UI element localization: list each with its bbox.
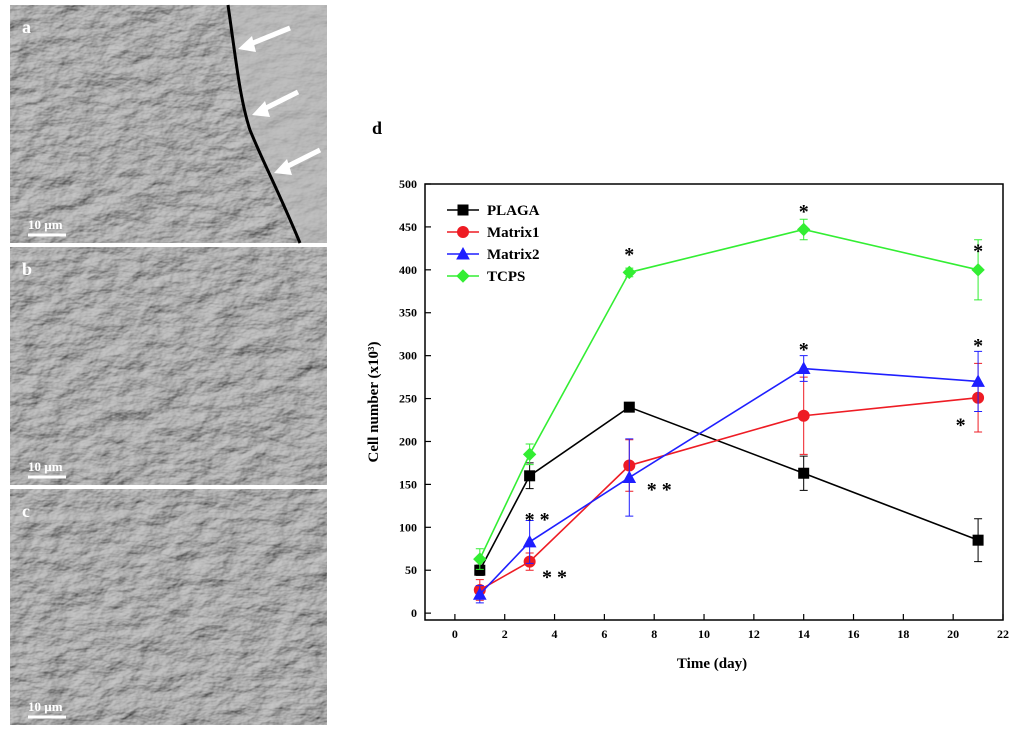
annotation: * [799, 201, 809, 223]
annotation: * * [542, 567, 567, 589]
marker [972, 264, 984, 276]
legend-marker [458, 205, 468, 215]
series-line [480, 229, 978, 559]
marker [799, 468, 809, 478]
y-tick-label: 400 [399, 263, 417, 277]
x-axis-title: Time (day) [677, 656, 747, 672]
x-tick-label: 8 [651, 627, 657, 641]
legend-marker [458, 227, 469, 238]
x-tick-label: 10 [698, 627, 710, 641]
y-tick-label: 100 [399, 520, 417, 534]
marker [525, 471, 535, 481]
panel-label: b [22, 259, 32, 279]
y-tick-label: 500 [399, 177, 417, 191]
marker [624, 402, 634, 412]
x-tick-label: 2 [502, 627, 508, 641]
sem-image-c [10, 489, 327, 725]
x-tick-label: 6 [601, 627, 607, 641]
series-line [480, 398, 978, 590]
legend-label: Matrix2 [487, 247, 539, 263]
legend-marker [457, 270, 469, 282]
legend-label: PLAGA [487, 203, 540, 219]
scale-label: 10 µm [28, 459, 63, 474]
series-line [480, 407, 978, 570]
legend-label: TCPS [487, 269, 525, 285]
annotation: * [973, 241, 983, 263]
sem-image-a [10, 5, 327, 243]
legend-label: Matrix1 [487, 225, 539, 241]
x-tick-label: 20 [947, 627, 959, 641]
marker [798, 410, 809, 421]
y-tick-label: 300 [399, 349, 417, 363]
annotation: * [624, 244, 634, 266]
panel-label: d [372, 118, 382, 138]
sem-image-b [10, 247, 327, 485]
annotation: * [956, 415, 966, 437]
marker [623, 266, 635, 278]
y-tick-label: 0 [411, 606, 417, 620]
x-tick-label: 4 [552, 627, 558, 641]
marker [623, 472, 635, 483]
y-tick-label: 200 [399, 434, 417, 448]
marker [798, 223, 810, 235]
y-tick-label: 250 [399, 392, 417, 406]
marker [973, 535, 983, 545]
y-tick-label: 450 [399, 220, 417, 234]
scale-label: 10 µm [28, 217, 63, 232]
x-tick-label: 16 [848, 627, 860, 641]
panel-label: c [22, 501, 30, 521]
x-tick-label: 14 [798, 627, 810, 641]
x-tick-label: 0 [452, 627, 458, 641]
x-tick-label: 18 [897, 627, 909, 641]
scale-label: 10 µm [28, 699, 63, 714]
y-tick-label: 350 [399, 306, 417, 320]
series-line [480, 369, 978, 595]
x-tick-label: 12 [748, 627, 760, 641]
marker [524, 448, 536, 460]
x-tick-label: 22 [997, 627, 1009, 641]
annotation: * [973, 335, 983, 357]
annotation: * * [525, 509, 550, 531]
y-axis-title: Cell number (x10³) [366, 342, 382, 463]
y-tick-label: 150 [399, 477, 417, 491]
figure: d Time (day) Cell number (x10³) a 10 µm b 1… [0, 0, 1021, 728]
annotation: * [799, 339, 809, 361]
annotation: * * [647, 479, 672, 501]
y-tick-label: 50 [405, 563, 417, 577]
marker [798, 363, 810, 374]
marker [524, 536, 536, 547]
panel-label: a [22, 17, 31, 37]
